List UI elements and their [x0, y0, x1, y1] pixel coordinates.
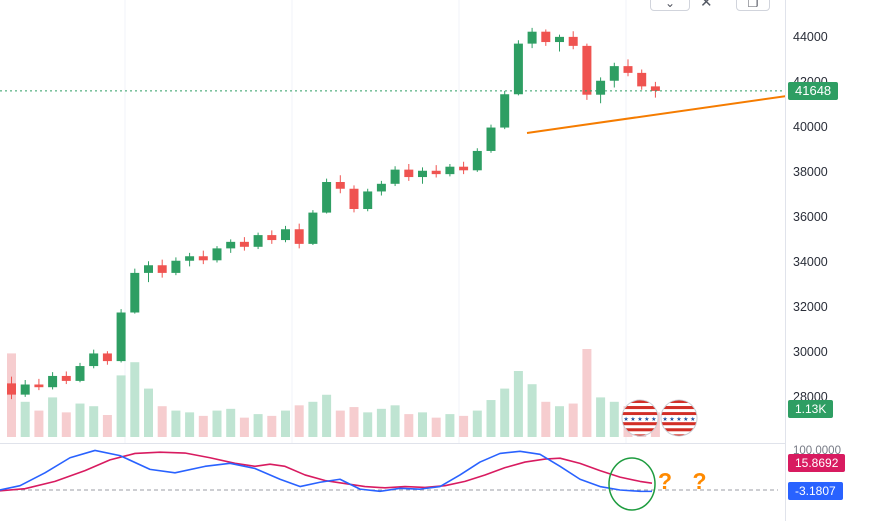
price-axis-label: 34000: [793, 255, 828, 269]
price-axis-label: 36000: [793, 210, 828, 224]
close-icon: ✕: [700, 0, 713, 11]
price-axis-label: 30000: [793, 345, 828, 359]
price-axis-label: 32000: [793, 300, 828, 314]
oscillator-panel[interactable]: [0, 443, 785, 521]
price-axis[interactable]: 2800030000320003400036000380004000042000…: [785, 0, 881, 521]
indicator-main-line: [0, 449, 653, 493]
price-axis-label: 38000: [793, 165, 828, 179]
candles-series: [7, 27, 660, 400]
svg-text:★★★★★: ★★★★★: [623, 416, 656, 423]
chevron-down-icon: ⌄: [664, 0, 676, 10]
indicator-signal-line: [0, 451, 653, 492]
volume-badge: 1.13K: [788, 400, 834, 418]
question-marks-annotation[interactable]: ? ?: [658, 468, 714, 494]
volume-series: [7, 349, 660, 437]
trendline[interactable]: [526, 95, 785, 134]
price-chart-panel[interactable]: [0, 0, 785, 443]
close-button[interactable]: ✕: [700, 0, 713, 11]
copy-icon: ❐: [747, 0, 759, 10]
svg-text:★★★★★: ★★★★★: [662, 416, 695, 423]
highlight-circle-annotation[interactable]: [608, 457, 656, 511]
indicator-value-badge-2: -3.1807: [788, 482, 843, 500]
price-axis-label: 44000: [793, 30, 828, 44]
panel-divider[interactable]: [0, 443, 881, 444]
copy-button[interactable]: ❐: [736, 0, 770, 11]
indicator-value-badge-1: 15.8692: [788, 454, 846, 472]
us-flag-icon[interactable]: ★★★★★: [621, 399, 659, 437]
chevron-down-button[interactable]: ⌄: [650, 0, 690, 11]
flag-stickers[interactable]: ★★★★★ ★★★★★: [621, 399, 698, 437]
last-price-badge: 41648: [788, 82, 839, 100]
us-flag-icon[interactable]: ★★★★★: [660, 399, 698, 437]
price-axis-label: 40000: [793, 120, 828, 134]
